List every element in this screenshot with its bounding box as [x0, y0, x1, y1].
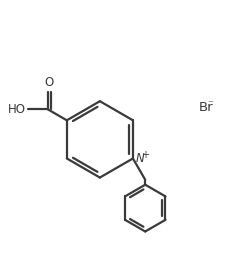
Text: Br: Br: [198, 101, 213, 114]
Text: HO: HO: [8, 103, 26, 116]
Text: N: N: [136, 152, 145, 165]
Text: O: O: [45, 76, 54, 89]
Text: +: +: [141, 150, 149, 160]
Text: ⁻: ⁻: [207, 99, 213, 109]
